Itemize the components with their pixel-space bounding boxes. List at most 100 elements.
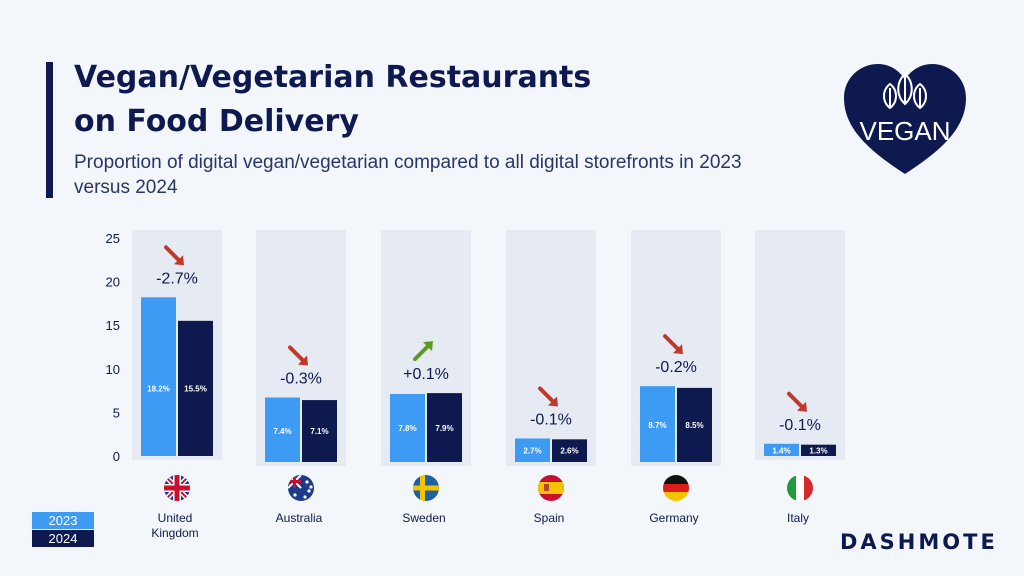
arrow-head <box>548 396 558 407</box>
flag-part <box>804 475 813 501</box>
arrow-shaft <box>164 245 181 263</box>
badge-label: VEGAN <box>859 116 950 146</box>
dashmote-logo: DASHMOTE <box>840 530 998 554</box>
bar-2024 <box>178 320 213 456</box>
change-label: +0.1% <box>403 366 449 383</box>
flag-part <box>538 482 564 494</box>
title-line-1: Vegan/Vegetarian Restaurants <box>74 60 592 95</box>
arrow-down-icon <box>663 334 683 355</box>
bar-label-2023: 8.7% <box>648 421 666 430</box>
category-label: Australia <box>276 511 323 525</box>
page-subtitle: Proportion of digital vegan/vegetarian c… <box>74 152 742 198</box>
page-title: Vegan/Vegetarian Restaurants on Food Del… <box>74 56 591 144</box>
arrow-down-icon <box>787 391 807 412</box>
category-panel <box>755 230 845 460</box>
flag-part <box>663 492 689 501</box>
flag-star <box>303 495 307 499</box>
germany-flag-icon <box>663 475 689 501</box>
category-label: Sweden <box>402 511 445 525</box>
flag-fill <box>413 475 439 501</box>
flag-star <box>307 489 311 493</box>
arrow-head <box>174 255 184 266</box>
arrow-head <box>797 401 807 412</box>
bar-label-2024: 7.9% <box>435 424 453 433</box>
italy-flag-icon <box>787 475 813 501</box>
change-label: -0.1% <box>779 417 821 434</box>
legend: 2023 2024 <box>32 512 94 548</box>
category-label: United <box>158 511 193 525</box>
flag-star <box>293 493 297 497</box>
flag-part <box>663 475 689 484</box>
bar-2023 <box>764 443 799 456</box>
change-label: -2.7% <box>156 270 198 287</box>
y-tick-label: 10 <box>106 362 120 377</box>
bar-label-2024: 8.5% <box>685 421 703 430</box>
flag-star <box>305 480 309 484</box>
flag-part <box>787 475 796 501</box>
sweden-flag-icon <box>413 475 439 501</box>
bar-2024 <box>427 393 462 462</box>
flag-part <box>544 484 549 491</box>
flag-fill <box>787 475 813 501</box>
bar-2023 <box>265 397 300 462</box>
title-accent-bar <box>46 62 53 198</box>
bar-label-2023: 7.8% <box>398 424 416 433</box>
bar-label-2023: 1.4% <box>772 446 790 455</box>
uk-flag-icon <box>164 475 190 501</box>
change-label: -0.2% <box>655 359 697 376</box>
y-tick-label: 5 <box>113 405 120 420</box>
australia-flag-icon <box>288 475 314 501</box>
bar-2024 <box>801 444 836 456</box>
bar-2023 <box>141 297 176 456</box>
category-label: Italy <box>787 511 809 525</box>
bar-label-2024: 15.5% <box>184 384 207 393</box>
vegan-badge: VEGAN <box>844 64 966 174</box>
arrow-down-icon <box>538 386 558 407</box>
y-tick-label: 25 <box>106 231 120 246</box>
change-label: -0.1% <box>530 411 572 428</box>
bar-label-2023: 2.7% <box>523 447 541 456</box>
bar-2024 <box>677 387 712 462</box>
legend-2023: 2023 <box>32 512 94 529</box>
change-label: -0.3% <box>280 370 322 387</box>
flag-star <box>309 485 313 489</box>
flag-fill <box>164 475 190 501</box>
category-panel <box>506 230 596 466</box>
bar-2024 <box>302 400 337 462</box>
spain-flag-icon <box>538 475 564 501</box>
arrow-shaft <box>288 345 305 363</box>
flag-part <box>288 480 301 483</box>
arrow-head <box>423 341 433 352</box>
y-tick-label: 15 <box>106 318 120 333</box>
heart-icon <box>844 64 966 174</box>
bar-label-2024: 2.6% <box>560 447 578 456</box>
y-tick-label: 20 <box>106 275 120 290</box>
arrow-shaft <box>538 386 555 404</box>
arrow-down-icon <box>164 245 184 266</box>
bar-2023 <box>390 393 425 462</box>
flag-fill <box>288 475 314 501</box>
bar-2023 <box>515 438 550 462</box>
flag-part <box>413 485 439 491</box>
arrow-shaft <box>663 334 680 352</box>
flag-part <box>663 484 689 492</box>
flag-fill <box>538 475 564 501</box>
bar-label-2023: 18.2% <box>147 384 170 393</box>
arrow-down-icon <box>288 345 308 366</box>
bar-label-2023: 7.4% <box>273 427 291 436</box>
flag-part <box>164 485 190 491</box>
legend-2024: 2024 <box>32 530 94 547</box>
arrow-shaft <box>787 391 804 409</box>
y-tick-label: 0 <box>113 449 120 464</box>
flag-part <box>796 475 804 501</box>
bar-2023 <box>640 386 675 462</box>
flag-fill <box>663 475 689 501</box>
bar-2024 <box>552 439 587 462</box>
arrow-head <box>673 344 683 355</box>
category-label: Kingdom <box>151 526 198 540</box>
leaf-icon <box>883 72 927 110</box>
arrow-shaft <box>413 344 430 362</box>
arrow-head <box>298 355 308 366</box>
title-line-2: on Food Delivery <box>74 104 359 139</box>
